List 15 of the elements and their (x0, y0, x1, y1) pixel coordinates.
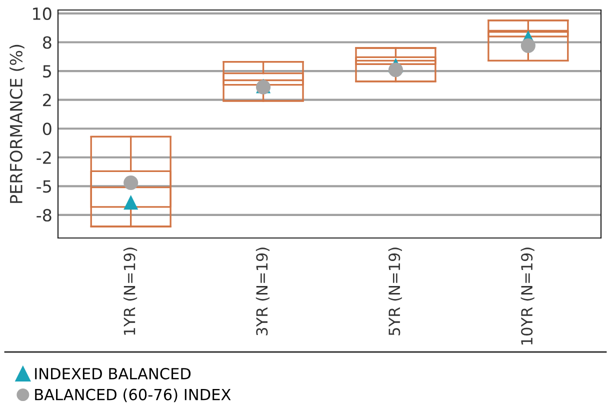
legend-label: INDEXED BALANCED (35, 368, 191, 380)
y-axis-title: PERFORMANCE (%) (10, 44, 24, 203)
y-tick-label: -2 (36, 151, 51, 164)
y-tick-label: 5 (43, 65, 51, 78)
y-tick-label: 10 (33, 7, 52, 20)
y-tick-label: 8 (42, 36, 52, 49)
x-tick-label: 1YR (N=19) (123, 248, 138, 335)
legend-label: BALANCED (60-76) INDEX (35, 388, 231, 402)
y-tick-label: -8 (36, 208, 52, 222)
x-tick-label: 5YR (N=19) (388, 248, 402, 336)
x-tick-label: 10YR (N=19) (520, 248, 534, 344)
x-tick-label: 3YR (N=19) (256, 248, 270, 336)
y-tick-label: 2 (43, 94, 51, 106)
y-tick-label: -5 (36, 180, 51, 193)
y-tick-label: 0 (42, 122, 52, 136)
